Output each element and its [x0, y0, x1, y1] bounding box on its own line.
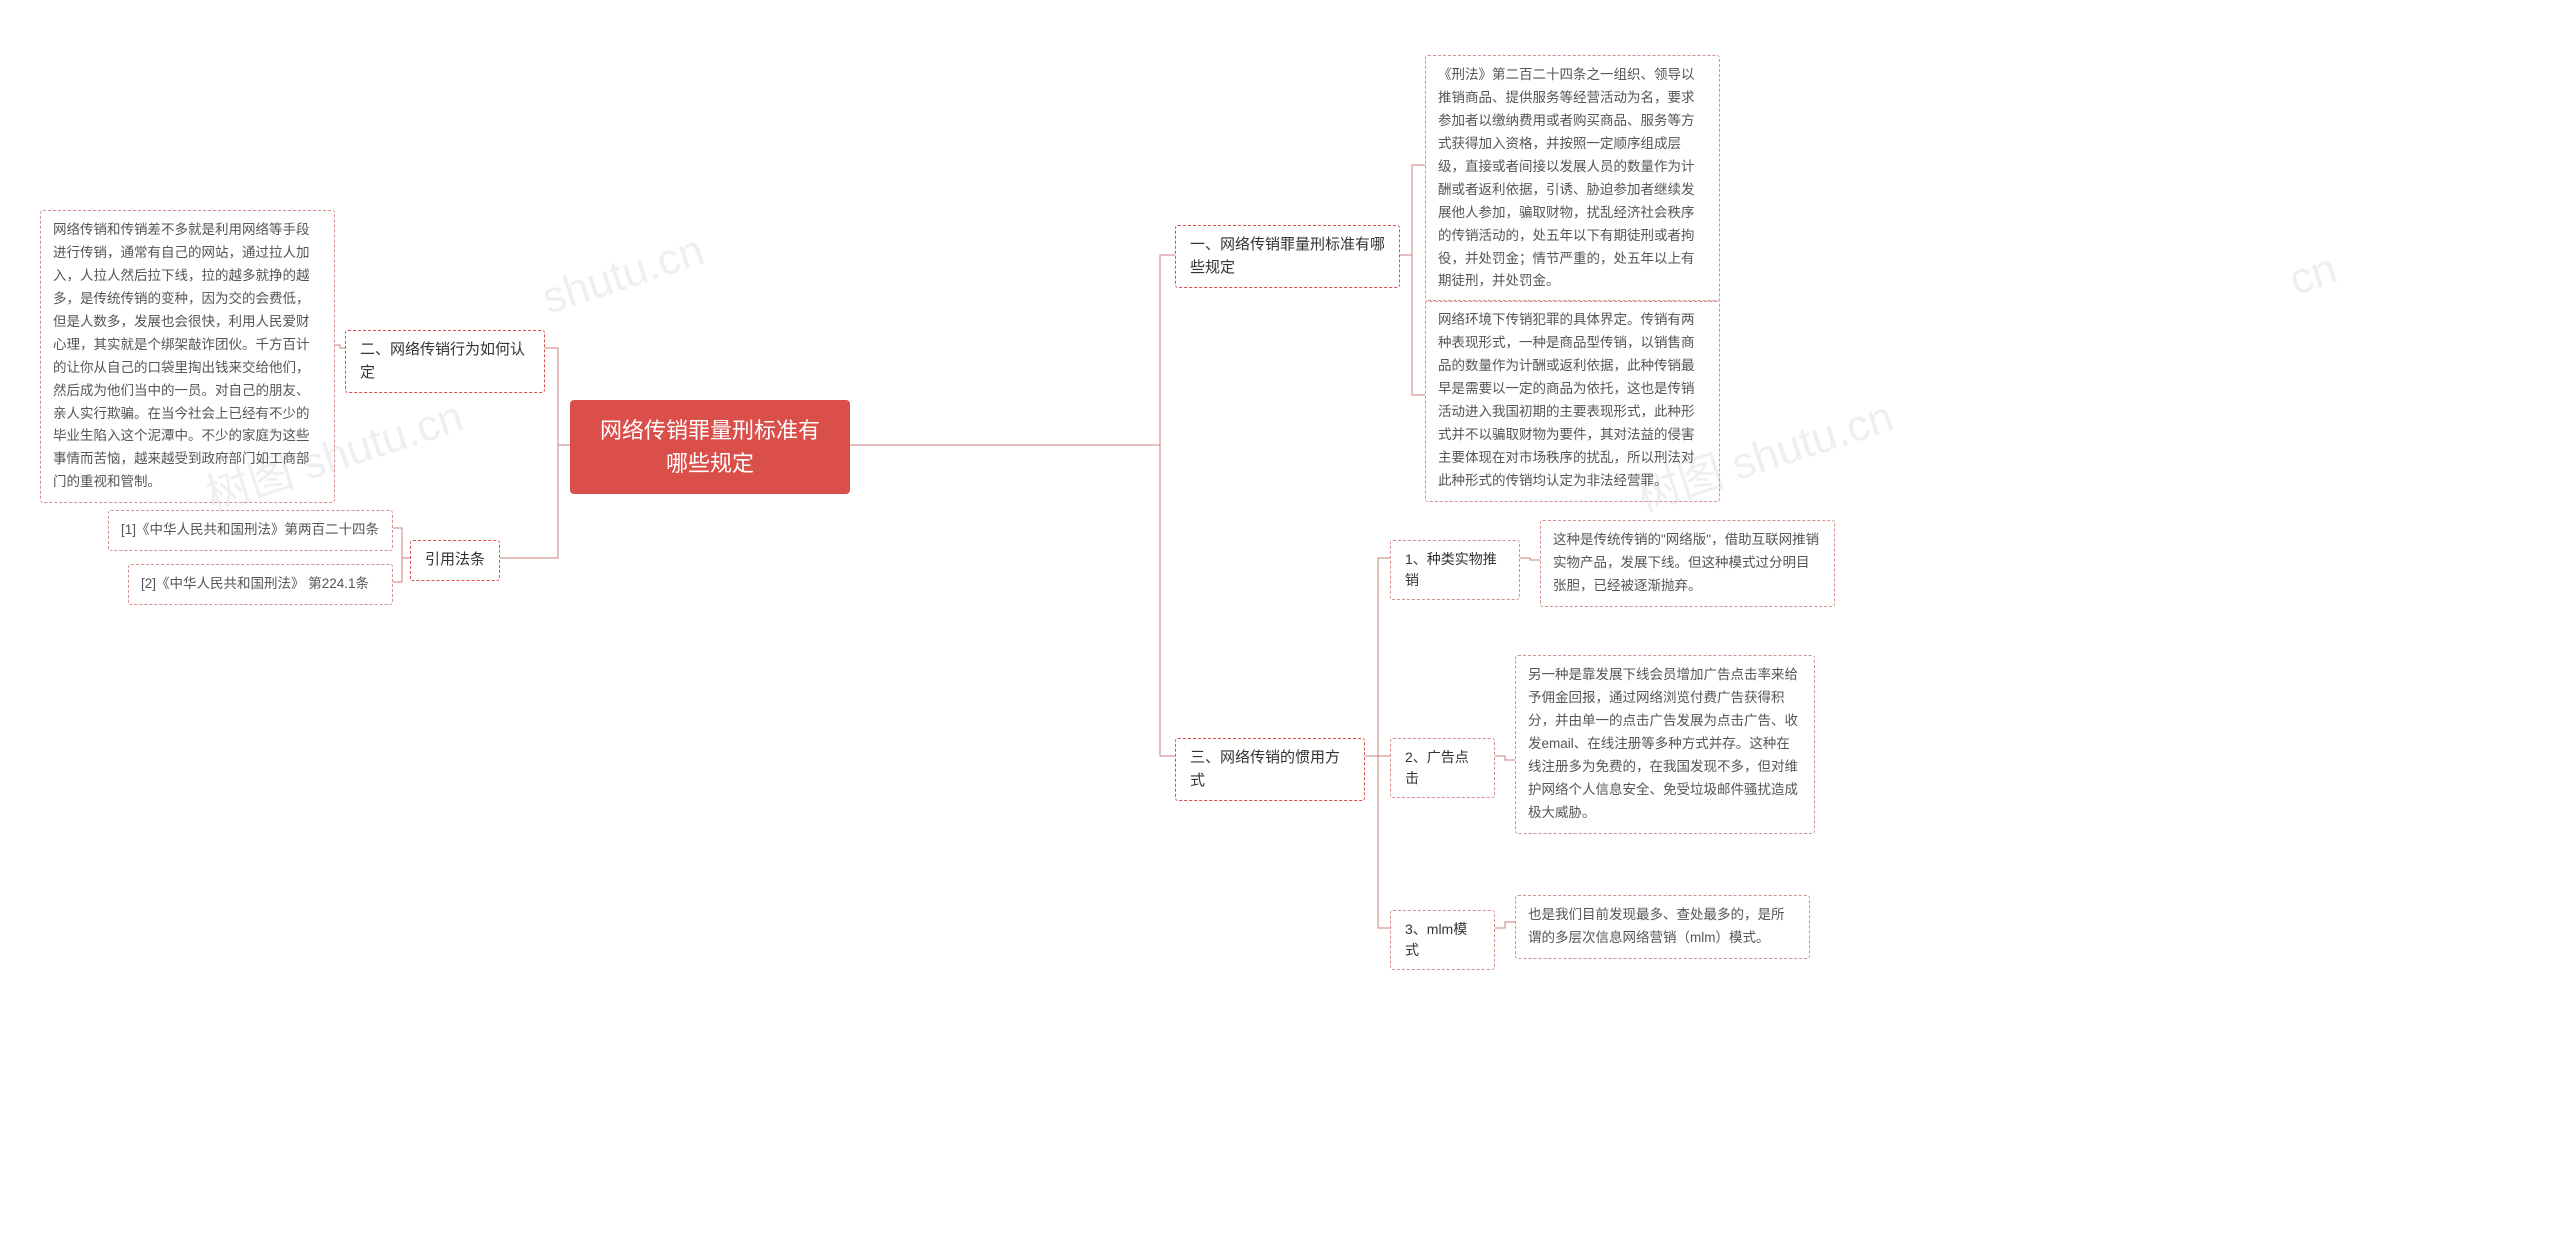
watermark-4: cn — [2283, 244, 2343, 306]
watermark-3: shutu.cn — [536, 226, 710, 325]
ref-1: [1]《中华人民共和国刑法》第两百二十四条 — [108, 510, 393, 551]
root-node[interactable]: 网络传销罪量刑标准有哪些规定 — [570, 400, 850, 494]
ref-2: [2]《中华人民共和国刑法》 第224.1条 — [128, 564, 393, 605]
branch-3-sub-1[interactable]: 1、种类实物推销 — [1390, 540, 1520, 600]
branch-ref[interactable]: 引用法条 — [410, 540, 500, 581]
branch-1-leaf-1: 《刑法》第二百二十四条之一组织、领导以推销商品、提供服务等经营活动为名，要求参加… — [1425, 55, 1720, 302]
branch-3-sub-1-leaf: 这种是传统传销的"网络版"，借助互联网推销实物产品，发展下线。但这种模式过分明目… — [1540, 520, 1835, 607]
branch-3[interactable]: 三、网络传销的惯用方式 — [1175, 738, 1365, 801]
branch-1[interactable]: 一、网络传销罪量刑标准有哪些规定 — [1175, 225, 1400, 288]
branch-2[interactable]: 二、网络传销行为如何认定 — [345, 330, 545, 393]
branch-3-sub-3[interactable]: 3、mlm模式 — [1390, 910, 1495, 970]
connectors-layer — [0, 0, 2560, 1244]
branch-1-leaf-2: 网络环境下传销犯罪的具体界定。传销有两种表现形式，一种是商品型传销，以销售商品的… — [1425, 300, 1720, 502]
branch-3-sub-2-leaf: 另一种是靠发展下线会员增加广告点击率来给予佣金回报，通过网络浏览付费广告获得积分… — [1515, 655, 1815, 834]
branch-2-leaf-1: 网络传销和传销差不多就是利用网络等手段进行传销，通常有自己的网站，通过拉人加入，… — [40, 210, 335, 503]
branch-3-sub-2[interactable]: 2、广告点击 — [1390, 738, 1495, 798]
branch-3-sub-3-leaf: 也是我们目前发现最多、查处最多的，是所谓的多层次信息网络营销（mlm）模式。 — [1515, 895, 1810, 959]
